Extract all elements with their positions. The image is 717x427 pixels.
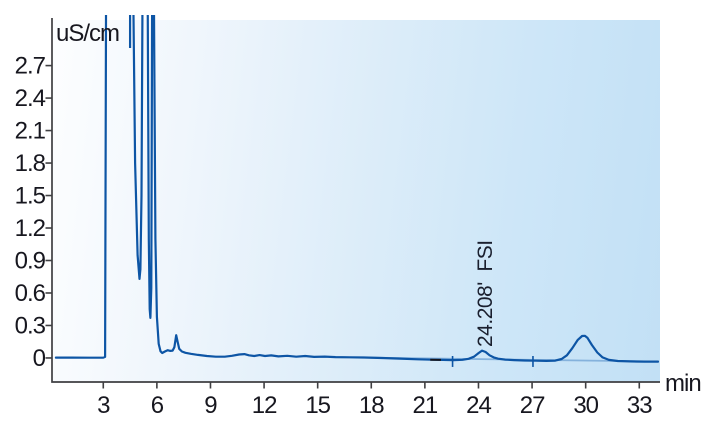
y-tick-label: 0 xyxy=(33,345,46,372)
y-tick-label: 0.6 xyxy=(15,280,46,307)
x-tick-label: 12 xyxy=(252,392,277,419)
y-tick-label: 0.9 xyxy=(15,248,46,275)
x-tick-label: 9 xyxy=(204,392,217,419)
x-tick-label: 33 xyxy=(627,392,652,419)
axis-lines xyxy=(51,18,660,383)
y-tick-label: 1.2 xyxy=(15,215,46,242)
y-tick-label: 0.3 xyxy=(15,312,46,339)
x-tick-label: 18 xyxy=(359,392,384,419)
y-tick-label: 1.8 xyxy=(15,150,46,177)
x-tick-label: 27 xyxy=(520,392,545,419)
x-tick-label: 3 xyxy=(97,392,110,419)
y-tick-label: 2.1 xyxy=(15,118,46,145)
x-axis-unit-label: min xyxy=(665,370,702,397)
x-tick-label: 21 xyxy=(413,392,438,419)
y-axis-unit-label: uS/cm xyxy=(56,20,120,47)
x-tick-label: 30 xyxy=(573,392,598,419)
y-tick-label: 2.4 xyxy=(15,85,46,112)
x-tick-label: 15 xyxy=(305,392,330,419)
x-tick-label: 24 xyxy=(466,392,491,419)
trace-path xyxy=(54,15,660,363)
y-tick-label: 2.7 xyxy=(15,53,46,80)
x-tick-label: 6 xyxy=(151,392,164,419)
peak-annotation: 24.208' FSI xyxy=(474,240,497,347)
y-tick-label: 1.5 xyxy=(15,183,46,210)
